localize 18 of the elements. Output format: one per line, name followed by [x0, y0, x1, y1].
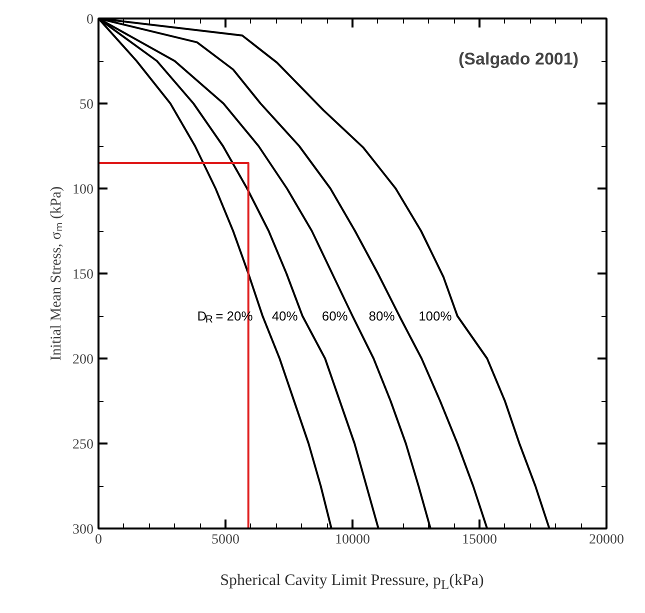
- y-tick-label: 0: [86, 12, 94, 28]
- x-tick-label: 20000: [589, 532, 624, 548]
- y-axis-title: Initial Mean Stress, σₘ (kPa): [48, 186, 64, 361]
- series-label: 60%: [322, 308, 348, 324]
- x-axis-title: Spherical Cavity Limit Pressure, p$_{L}$(kPa): [220, 571, 484, 594]
- y-tick-label: 150: [72, 268, 94, 282]
- x-tick-label: 5000: [212, 532, 240, 548]
- x-tick-label: 15000: [462, 532, 497, 548]
- series-label: 100%: [418, 308, 452, 324]
- x-tick-label: 10000: [335, 532, 370, 548]
- y-tick-label: 200: [72, 352, 94, 368]
- series-label: 80%: [368, 308, 396, 324]
- annotation: (Salgado 2001): [458, 50, 579, 68]
- y-tick-label: 250: [72, 438, 94, 452]
- y-tick-label: 100: [72, 182, 94, 198]
- series-label: 40%: [272, 308, 298, 324]
- y-tick-label: 50: [80, 98, 94, 112]
- y-tick-label: 300: [72, 522, 94, 538]
